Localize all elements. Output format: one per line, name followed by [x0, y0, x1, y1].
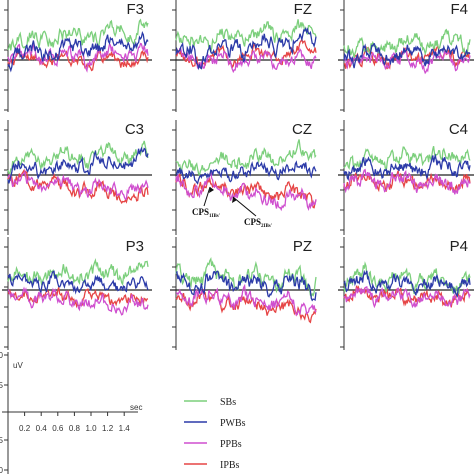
annotation-text: CPS2IBs': [244, 217, 273, 229]
waveform-sbs: [7, 140, 149, 175]
scale-y-tick-label: 10: [0, 466, 4, 474]
electrode-label: CZ: [292, 121, 312, 138]
panel-fz: FZ: [170, 0, 320, 112]
scale-bar: uV sec 0 5 5 10 0.2 0.4 0.6 0.8 1.0 1.2 1.4: [0, 351, 142, 474]
scale-x-tick-label: 1.4: [119, 424, 131, 433]
waveform-sbs: [175, 19, 317, 54]
panel-f4: F4: [338, 0, 474, 112]
waveform-pwbs: [343, 43, 471, 69]
panel-c4: C4: [338, 120, 474, 235]
scale-y-tick-label: 0: [0, 351, 4, 360]
panel-pz: PZ: [170, 237, 320, 350]
waveform-ppbs: [7, 286, 149, 316]
waveform-pwbs: [175, 26, 317, 71]
legend-label-ppbs: PPBs: [220, 439, 242, 450]
legend: SBs PWBs PPBs IPBs: [184, 397, 246, 471]
panel-c3: C3: [2, 120, 152, 235]
electrode-label: FZ: [294, 1, 312, 18]
scale-x-tick-label: 0.6: [52, 424, 64, 433]
annotation-cps-2: CPS2IBs': [232, 196, 273, 229]
waveform-pwbs: [175, 160, 317, 185]
scale-x-tick-label: 1.0: [85, 424, 97, 433]
panel-f3: F3: [2, 0, 152, 112]
scale-x-tick-label: 0.2: [19, 424, 31, 433]
waveform-sbs: [175, 139, 317, 178]
waveform-sbs: [7, 258, 149, 286]
scale-x-tick-label: 0.4: [36, 424, 48, 433]
legend-label-ipbs: IPBs: [220, 460, 240, 471]
scale-y-tick-label: 5: [0, 436, 4, 445]
panel-p4: P4: [338, 237, 474, 350]
annotation-text: CPS1IBs': [192, 207, 221, 219]
scale-y-tick-label: 5: [0, 381, 4, 390]
waveform-pwbs: [7, 30, 149, 73]
x-unit-label: sec: [130, 403, 142, 412]
legend-label-sbs: SBs: [220, 397, 236, 408]
waveform-ppbs: [343, 168, 471, 195]
electrode-label: P3: [126, 238, 144, 255]
electrode-label: F3: [126, 1, 144, 18]
waveform-pwbs: [343, 153, 471, 182]
waveform-ipbs: [7, 168, 149, 205]
waveform-sbs: [343, 28, 471, 58]
electrode-label: P4: [450, 238, 468, 255]
waveform-ppbs: [175, 171, 317, 212]
electrode-label: PZ: [293, 238, 312, 255]
scale-x-tick-label: 0.8: [69, 424, 81, 433]
waveform-ppbs: [343, 48, 471, 75]
waveform-sbs: [7, 18, 149, 51]
legend-label-pwbs: PWBs: [220, 418, 246, 429]
electrode-label: C4: [449, 121, 468, 138]
waveform-sbs: [343, 146, 471, 173]
panel-cz: CZ: [170, 120, 320, 235]
electrode-label: F4: [450, 1, 468, 18]
waveform-ppbs: [7, 169, 149, 200]
waveform-ppbs: [175, 47, 317, 74]
electrode-label: C3: [125, 121, 144, 138]
waveform-pwbs: [7, 270, 149, 295]
waveform-ipbs: [7, 49, 149, 72]
panel-p3: P3: [2, 237, 152, 350]
waveform-pwbs: [343, 269, 471, 298]
waveform-pwbs: [7, 146, 149, 184]
waveform-ipbs: [175, 288, 317, 324]
waveform-ppbs: [7, 42, 149, 73]
waveform-pwbs: [175, 270, 317, 302]
unit-label: uV: [13, 361, 23, 370]
waveform-ppbs: [343, 286, 471, 309]
scale-x-tick-label: 1.2: [102, 424, 114, 433]
